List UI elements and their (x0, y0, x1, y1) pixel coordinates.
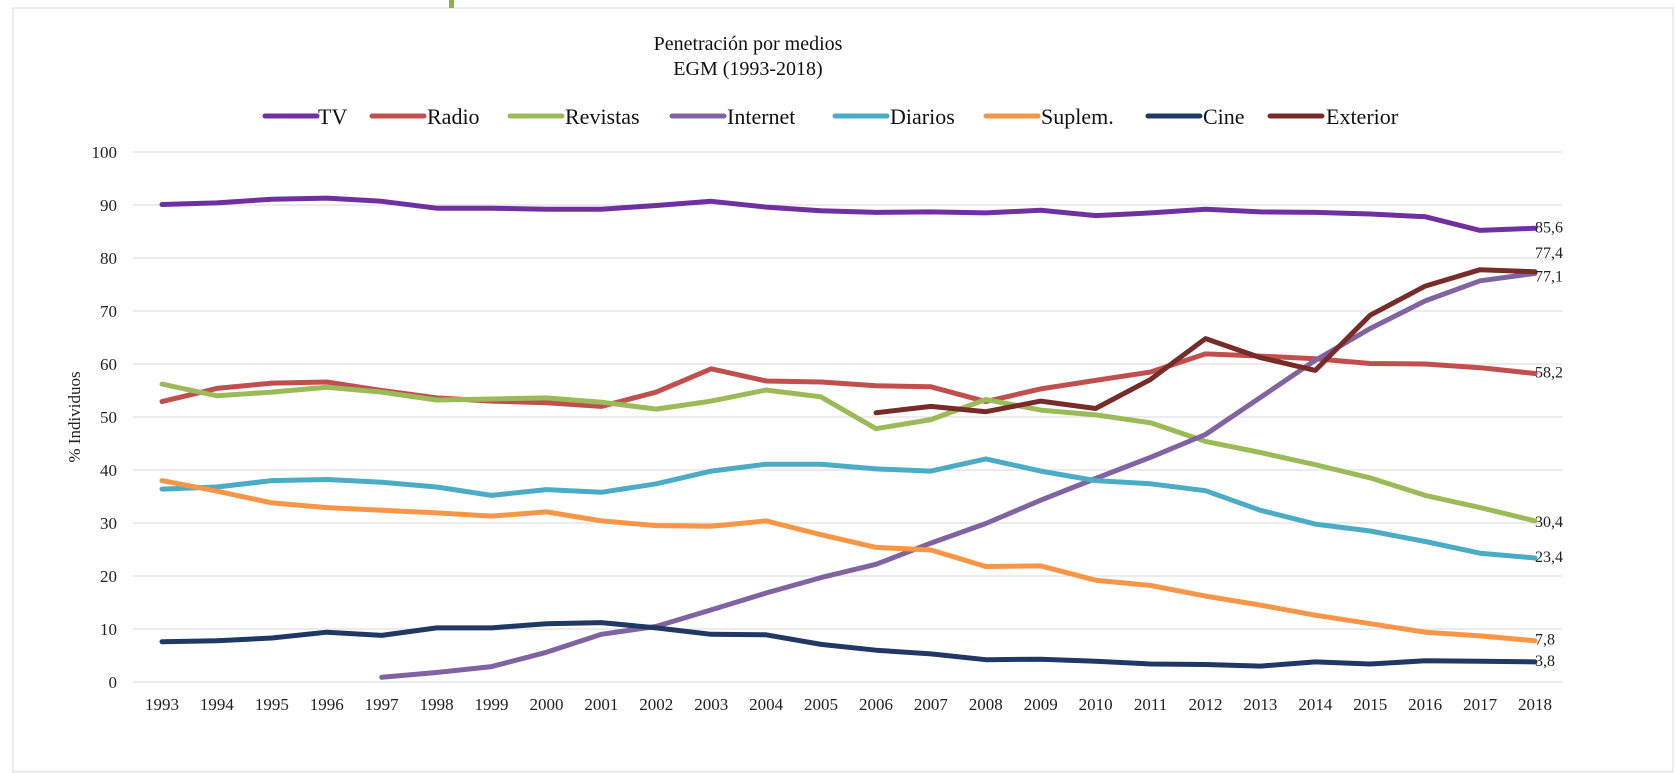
y-tick-label: 100 (92, 143, 118, 162)
y-tick-label: 60 (100, 355, 117, 374)
legend-label: Cine (1203, 104, 1245, 129)
x-tick-label: 2018 (1518, 695, 1552, 714)
x-tick-label: 1996 (310, 695, 344, 714)
x-tick-label: 2016 (1408, 695, 1442, 714)
end-label: 77,1 (1535, 268, 1563, 285)
legend: TV Radio Revistas Internet Diarios Suplem. Cin… (262, 104, 1399, 129)
series-line-exterior (873, 267, 1538, 416)
x-tick-label: 2008 (969, 695, 1003, 714)
top-accent-bar (449, 0, 454, 8)
y-axis-ticks: 0 10 20 30 40 50 60 70 80 90 100 (92, 143, 118, 692)
x-tick-label: 2012 (1188, 695, 1222, 714)
legend-label: Suplem. (1041, 104, 1114, 129)
end-label: 3,8 (1535, 653, 1555, 670)
x-tick-label: 2009 (1024, 695, 1058, 714)
y-tick-label: 30 (100, 514, 117, 533)
series-line-revistas (159, 381, 1538, 524)
x-tick-label: 1998 (420, 695, 454, 714)
x-tick-label: 2014 (1298, 695, 1333, 714)
series-line-diarios (159, 456, 1538, 561)
legend-label: TV (318, 104, 347, 129)
x-axis-ticks: 1993 1994 1995 1996 1997 1998 1999 2000 2001 2002… (145, 695, 1552, 714)
chart-subtitle: EGM (1993-2018) (673, 58, 822, 80)
x-tick-label: 2004 (749, 695, 784, 714)
y-tick-label: 80 (100, 249, 117, 268)
x-tick-label: 1997 (365, 695, 400, 714)
legend-label: Exterior (1326, 104, 1399, 129)
end-label: 77,4 (1535, 245, 1563, 262)
series-line-suplem (159, 478, 1538, 644)
end-label: 23,4 (1535, 549, 1563, 566)
x-tick-label: 2011 (1134, 695, 1167, 714)
chart-border (12, 7, 1674, 773)
x-tick-label: 1995 (255, 695, 289, 714)
x-tick-label: 2005 (804, 695, 838, 714)
chart-title: Penetración por medios (654, 33, 843, 55)
x-tick-label: 2017 (1463, 695, 1498, 714)
x-tick-label: 2000 (529, 695, 563, 714)
end-label: 85,6 (1535, 219, 1563, 236)
x-tick-label: 2010 (1079, 695, 1113, 714)
x-tick-label: 2007 (914, 695, 949, 714)
end-label: 58,2 (1535, 365, 1563, 382)
y-tick-label: 10 (100, 620, 117, 639)
y-tick-label: 50 (100, 408, 117, 427)
legend-label: Diarios (890, 104, 955, 129)
end-label: 30,4 (1535, 514, 1563, 531)
series-line-tv (159, 195, 1538, 233)
x-tick-label: 2001 (584, 695, 618, 714)
x-tick-label: 2015 (1353, 695, 1387, 714)
x-tick-label: 2013 (1243, 695, 1277, 714)
y-tick-label: 20 (100, 567, 117, 586)
legend-label: Internet (727, 104, 795, 129)
y-tick-label: 0 (109, 673, 118, 692)
end-label: 7,8 (1535, 632, 1555, 649)
end-labels: 85,6 58,2 30,4 77,1 23,4 7,8 3,8 77,4 (1535, 219, 1563, 670)
x-tick-label: 2006 (859, 695, 893, 714)
legend-label: Radio (427, 104, 480, 129)
x-tick-label: 2002 (639, 695, 673, 714)
series-lines (159, 195, 1538, 680)
series-line-cine (159, 620, 1538, 669)
y-tick-label: 70 (100, 302, 117, 321)
y-axis-title: % Individuos (65, 371, 84, 462)
legend-label: Revistas (565, 104, 640, 129)
x-tick-label: 1993 (145, 695, 179, 714)
y-tick-label: 40 (100, 461, 117, 480)
x-tick-label: 2003 (694, 695, 728, 714)
y-tick-label: 90 (100, 196, 117, 215)
x-tick-label: 1999 (475, 695, 509, 714)
x-tick-label: 1994 (200, 695, 235, 714)
